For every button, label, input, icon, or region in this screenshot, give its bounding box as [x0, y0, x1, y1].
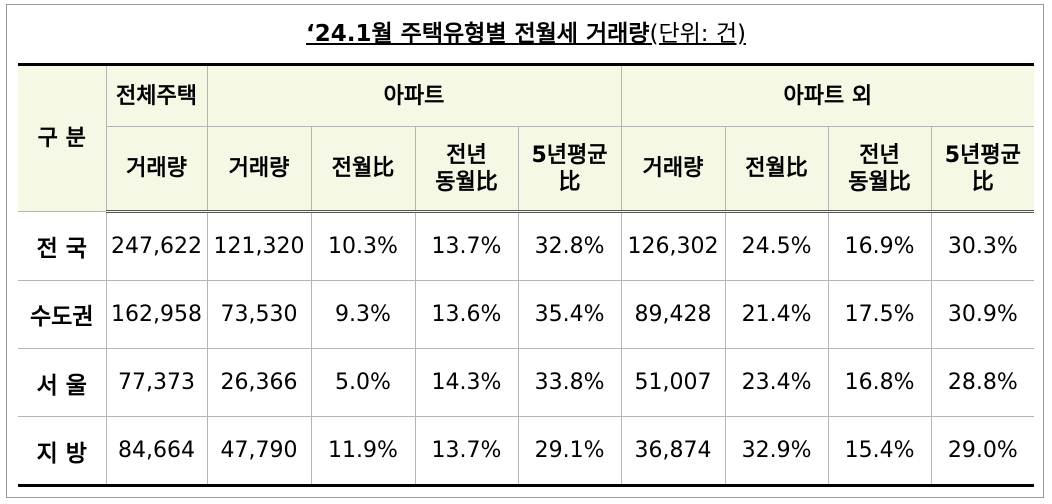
header-non-yoy: 전년 동월比: [827, 126, 932, 214]
non-apt-yoy: 16.9%: [827, 211, 932, 281]
non-apt-volume: 51,007: [620, 347, 726, 418]
non-apt-volume: 36,874: [620, 416, 726, 487]
region-label: 수도권: [18, 279, 107, 350]
apt-yoy: 13.7%: [414, 211, 519, 281]
document-frame: [6, 4, 1044, 498]
apt-mom: 9.3%: [310, 279, 416, 350]
header-row-2: 거래량 거래량 전월比 전년 동월比 5년평균 比 거래량 전월比 전년 동월比 5년…: [18, 126, 1035, 214]
table-row: 지 방 84,664 47,790 11.9% 13.7% 29.1% 36,8…: [18, 416, 1035, 487]
apt-volume: 26,366: [206, 347, 312, 418]
apt-avg5y: 35.4%: [517, 279, 622, 350]
header-apt-mom: 전월比: [310, 126, 416, 214]
apt-volume: 73,530: [206, 279, 312, 350]
table-row: 전 국 247,622 121,320 10.3% 13.7% 32.8% 12…: [18, 211, 1035, 281]
non-apt-avg5y: 29.0%: [930, 416, 1035, 487]
header-apartment: 아파트: [206, 62, 622, 128]
region-label: 서 울: [18, 347, 107, 418]
title-main: ‘24.1월 주택유형별 전월세 거래량: [306, 21, 650, 47]
non-apt-volume: 89,428: [620, 279, 726, 350]
non-apt-yoy: 15.4%: [827, 416, 932, 487]
header-apt-yoy: 전년 동월比: [414, 126, 519, 214]
apt-mom: 11.9%: [310, 416, 416, 487]
header-apt-volume: 거래량: [206, 126, 312, 214]
header-all-housing: 전체주택: [105, 62, 208, 128]
total-volume: 247,622: [105, 211, 208, 281]
header-non-mom: 전월比: [724, 126, 829, 214]
table-row: 수도권 162,958 73,530 9.3% 13.6% 35.4% 89,4…: [18, 279, 1035, 350]
header-category: 구 분: [18, 62, 107, 213]
apt-yoy: 13.7%: [414, 416, 519, 487]
non-apt-avg5y: 30.9%: [930, 279, 1035, 350]
table-row: 서 울 77,373 26,366 5.0% 14.3% 33.8% 51,00…: [18, 347, 1035, 418]
non-apt-avg5y: 30.3%: [930, 211, 1035, 281]
non-apt-volume: 126,302: [620, 211, 726, 281]
header-apt-avg5y: 5년평균 比: [517, 126, 622, 214]
table-title: ‘24.1월 주택유형별 전월세 거래량(단위: 건): [18, 14, 1034, 54]
total-volume: 77,373: [105, 347, 208, 418]
apt-volume: 47,790: [206, 416, 312, 487]
apt-avg5y: 32.8%: [517, 211, 622, 281]
apt-mom: 10.3%: [310, 211, 416, 281]
non-apt-mom: 23.4%: [724, 347, 829, 418]
apt-mom: 5.0%: [310, 347, 416, 418]
header-row-1: 구 분 전체주택 아파트 아파트 외: [18, 62, 1035, 213]
header-non-avg5y: 5년평균 比: [930, 126, 1035, 214]
non-apt-avg5y: 28.8%: [930, 347, 1035, 418]
header-non-apartment: 아파트 외: [620, 62, 1035, 128]
apt-yoy: 14.3%: [414, 347, 519, 418]
apt-avg5y: 29.1%: [517, 416, 622, 487]
non-apt-yoy: 17.5%: [827, 279, 932, 350]
non-apt-mom: 32.9%: [724, 416, 829, 487]
rental-volume-table: 구 분 전체주택 아파트 아파트 외 거래량 거래량 전월比 전년 동월比 5년평…: [18, 62, 1035, 487]
non-apt-mom: 24.5%: [724, 211, 829, 281]
non-apt-yoy: 16.8%: [827, 347, 932, 418]
title-unit: (단위: 건): [649, 21, 746, 47]
region-label: 전 국: [18, 211, 107, 281]
total-volume: 84,664: [105, 416, 208, 487]
region-label: 지 방: [18, 416, 107, 487]
apt-yoy: 13.6%: [414, 279, 519, 350]
non-apt-mom: 21.4%: [724, 279, 829, 350]
header-non-volume: 거래량: [620, 126, 726, 214]
total-volume: 162,958: [105, 279, 208, 350]
header-total-volume: 거래량: [106, 126, 208, 214]
apt-volume: 121,320: [206, 211, 312, 281]
apt-avg5y: 33.8%: [517, 347, 622, 418]
